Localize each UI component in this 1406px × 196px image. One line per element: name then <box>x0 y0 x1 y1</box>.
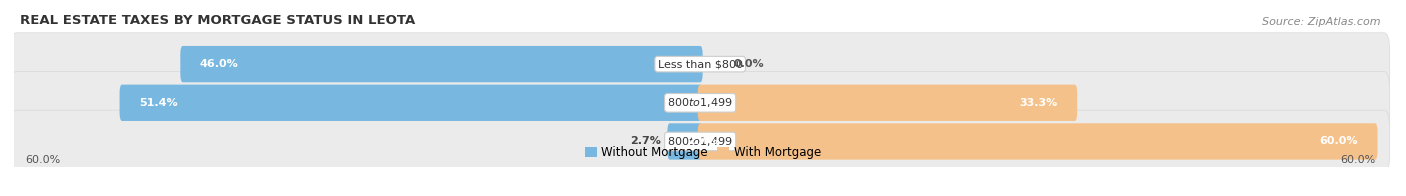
FancyBboxPatch shape <box>11 33 1389 95</box>
FancyBboxPatch shape <box>11 72 1389 134</box>
Text: Source: ZipAtlas.com: Source: ZipAtlas.com <box>1263 17 1381 27</box>
Text: 51.4%: 51.4% <box>139 98 177 108</box>
FancyBboxPatch shape <box>697 123 1378 160</box>
Legend: Without Mortgage, With Mortgage: Without Mortgage, With Mortgage <box>581 141 825 163</box>
Text: REAL ESTATE TAXES BY MORTGAGE STATUS IN LEOTA: REAL ESTATE TAXES BY MORTGAGE STATUS IN … <box>20 14 415 27</box>
Text: 60.0%: 60.0% <box>25 155 60 165</box>
Text: $800 to $1,499: $800 to $1,499 <box>668 135 733 148</box>
FancyBboxPatch shape <box>668 123 703 160</box>
Text: $800 to $1,499: $800 to $1,499 <box>668 96 733 109</box>
FancyBboxPatch shape <box>697 85 1077 121</box>
Text: Less than $800: Less than $800 <box>658 59 742 69</box>
Text: 33.3%: 33.3% <box>1019 98 1057 108</box>
FancyBboxPatch shape <box>180 46 703 82</box>
FancyBboxPatch shape <box>120 85 703 121</box>
Text: 60.0%: 60.0% <box>1320 136 1358 146</box>
Text: 2.7%: 2.7% <box>630 136 661 146</box>
Text: 2.7%: 2.7% <box>686 136 717 146</box>
FancyBboxPatch shape <box>11 110 1389 173</box>
Text: 60.0%: 60.0% <box>1340 155 1375 165</box>
Text: 46.0%: 46.0% <box>200 59 239 69</box>
Text: 0.0%: 0.0% <box>734 59 765 69</box>
